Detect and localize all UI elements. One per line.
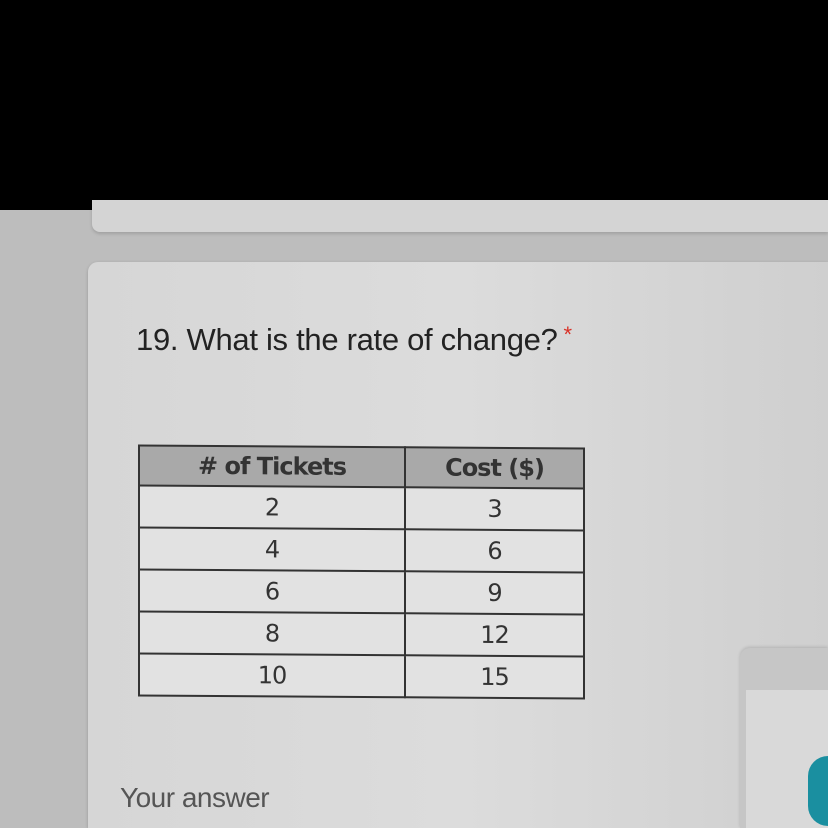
data-table: # of Tickets Cost ($) 2 3 4 6 6 9 8 12 10 15 xyxy=(138,444,585,699)
required-asterisk: * xyxy=(563,322,573,347)
cost-cell: 9 xyxy=(405,571,584,615)
answer-input[interactable]: Your answer xyxy=(120,782,270,813)
tickets-cell: 6 xyxy=(139,569,406,614)
cost-cell: 3 xyxy=(405,487,584,531)
table-row: 8 12 xyxy=(139,611,584,657)
tickets-cell: 10 xyxy=(139,653,406,698)
question-text: 19. What is the rate of change? xyxy=(136,322,558,357)
tickets-cell: 8 xyxy=(139,611,406,656)
black-bezel xyxy=(0,0,828,210)
tickets-cell: 2 xyxy=(139,485,406,530)
cost-cell: 12 xyxy=(405,613,584,657)
previous-question-card xyxy=(92,200,828,232)
floating-action-button[interactable] xyxy=(808,756,828,826)
header-cost: Cost ($) xyxy=(405,447,584,489)
cost-cell: 15 xyxy=(405,655,584,699)
question-title: 19. What is the rate of change? * xyxy=(136,322,572,358)
tickets-cell: 4 xyxy=(139,527,406,572)
cost-cell: 6 xyxy=(405,529,584,573)
header-tickets: # of Tickets xyxy=(139,445,406,488)
table-row: 10 15 xyxy=(139,653,584,699)
